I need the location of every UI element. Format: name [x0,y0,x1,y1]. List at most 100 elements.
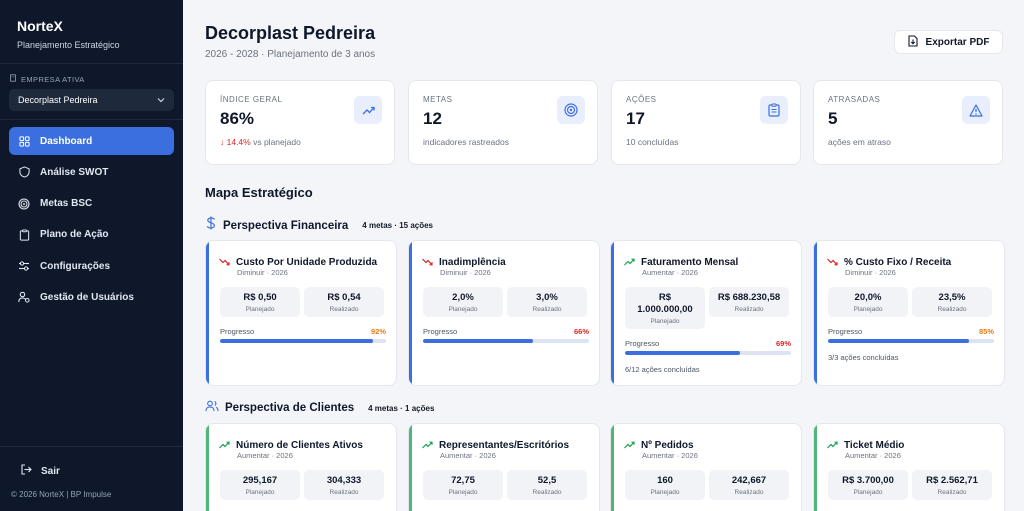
brand-logo: NorteX [17,18,63,34]
target-icon [557,96,585,124]
planned-value: 160 [657,475,673,486]
progress-fill [423,339,533,343]
kpi-value: 86% [220,109,255,128]
realized-label: Realizado [937,306,967,313]
realized-label: Realizado [734,489,764,496]
sidebar-divider [0,63,183,64]
sidebar-item-metas-bsc[interactable]: Metas BSC [9,190,174,218]
page-title: Decorplast Pedreira [205,23,376,43]
goal-card[interactable]: Custo Por Unidade Produzida Diminuir · 2… [205,240,397,386]
card-header: Nº Pedidos [624,436,694,454]
card-subtitle: Aumentar · 2026 [642,451,698,460]
kpi-value: 12 [423,109,442,128]
main-content: Decorplast Pedreira 2026 - 2028 · Planej… [183,0,1024,511]
warning-icon [962,96,990,124]
logout-button[interactable]: Sair [20,464,60,478]
kpi-note: indicadores rastreados [423,137,509,147]
company-label-text: EMPRESA ATIVA [21,74,85,84]
goal-card[interactable]: Número de Clientes Ativos Aumentar · 202… [205,423,397,511]
planned-value-box: 160 Planejado [625,470,705,500]
perspective-header: Perspectiva Financeira 4 metas · 15 açõe… [205,216,433,235]
card-subtitle: Diminuir · 2026 [440,268,491,277]
sidebar-item-configuracoes[interactable]: Configurações [9,252,174,280]
planned-value: 20,0% [854,292,882,303]
sidebar-item-plano-acao[interactable]: Plano de Ação [9,221,174,249]
planned-value: R$ 1.000.000,00 [637,292,693,315]
realized-label: Realizado [937,489,967,496]
card-header: Inadimplência [422,253,506,271]
progress-bar [423,339,589,343]
card-title: Nº Pedidos [641,439,694,451]
card-title: Representantes/Escritórios [439,439,570,451]
progress-row: Progresso 85% [828,327,994,336]
sidebar-nav: Dashboard Análise SWOT Metas BSC Plano d… [9,127,174,315]
sidebar-item-label: Configurações [40,260,111,272]
realized-value: 242,667 [731,475,767,486]
export-pdf-button[interactable]: Exportar PDF [894,30,1003,54]
kpi-label: METAS [423,95,453,104]
progress-fill [220,339,373,343]
trend-up-icon [827,436,838,454]
goal-card[interactable]: % Custo Fixo / Receita Diminuir · 2026 2… [813,240,1005,386]
kpi-card-acoes: AÇÕES 17 10 concluídas [611,80,801,165]
card-header: % Custo Fixo / Receita [827,253,951,271]
sidebar-item-dashboard[interactable]: Dashboard [9,127,174,155]
planned-label: Planejado [650,318,680,325]
building-icon [9,74,17,84]
company-select[interactable]: Decorplast Pedreira [9,89,174,111]
realized-value: 52,5 [537,475,557,486]
planned-value: R$ 3.700,00 [842,475,894,486]
progress-row: Progresso 69% [625,339,791,348]
planned-value-box: 72,75 Planejado [423,470,503,500]
logout-icon [20,464,32,478]
map-title: Mapa Estratégico [205,185,313,200]
progress-percent: 92% [370,327,386,336]
progress-row: Progresso 66% [423,327,589,336]
trend-down-icon [422,253,433,271]
kpi-label: ATRASADAS [828,95,881,104]
brand-subtitle: Planejamento Estratégico [17,40,120,50]
goal-card[interactable]: Ticket Médio Aumentar · 2026 R$ 3.700,00… [813,423,1005,511]
kpi-card-metas: METAS 12 indicadores rastreados [408,80,598,165]
card-title: Custo Por Unidade Produzida [236,256,378,268]
card-values: 72,75 Planejado 52,5 Realizado [423,470,587,500]
planned-label: Planejado [448,306,478,313]
progress-percent: 85% [978,327,994,336]
kpi-value: 17 [626,109,645,128]
goal-card[interactable]: Inadimplência Diminuir · 2026 2,0% Plane… [408,240,600,386]
sidebar-item-label: Metas BSC [40,198,93,210]
card-subtitle: Aumentar · 2026 [845,451,901,460]
realized-value-box: 242,667 Realizado [709,470,789,500]
card-values: R$ 0,50 Planejado R$ 0,54 Realizado [220,287,384,317]
sidebar-item-label: Análise SWOT [40,166,109,178]
footer-copyright: © 2026 NorteX | BP Impulse [11,490,112,499]
sidebar-item-label: Gestão de Usuários [40,291,134,303]
sidebar: NorteX Planejamento Estratégico EMPRESA … [0,0,183,511]
grid-icon [18,135,30,147]
kpi-label: ÍNDICE GERAL [220,95,283,104]
card-values: 295,167 Planejado 304,333 Realizado [220,470,384,500]
progress-label: Progresso [423,327,458,336]
card-accent [611,424,614,511]
trend-up-icon [624,253,635,271]
card-accent [409,241,412,385]
progress-label: Progresso [625,339,660,348]
card-accent [814,241,817,385]
goal-card[interactable]: Faturamento Mensal Aumentar · 2026 R$ 1.… [610,240,802,386]
realized-value-box: R$ 2.562,71 Realizado [912,470,992,500]
progress-bar [220,339,386,343]
progress-percent: 66% [573,327,589,336]
trend-up-icon [354,96,382,124]
progress-percent: 69% [775,339,791,348]
realized-label: Realizado [329,306,359,313]
goal-card[interactable]: Nº Pedidos Aumentar · 2026 160 Planejado… [610,423,802,511]
sidebar-item-swot[interactable]: Análise SWOT [9,158,174,186]
realized-value: 23,5% [938,292,966,303]
sidebar-item-gestao-usuarios[interactable]: Gestão de Usuários [9,283,174,311]
goal-card[interactable]: Representantes/Escritórios Aumentar · 20… [408,423,600,511]
card-subtitle: Aumentar · 2026 [237,451,293,460]
kpi-note: ações em atraso [828,137,891,147]
card-values: 2,0% Planejado 3,0% Realizado [423,287,587,317]
actions-completed: 6/12 ações concluídas [625,365,700,374]
progress-bar [625,351,791,355]
